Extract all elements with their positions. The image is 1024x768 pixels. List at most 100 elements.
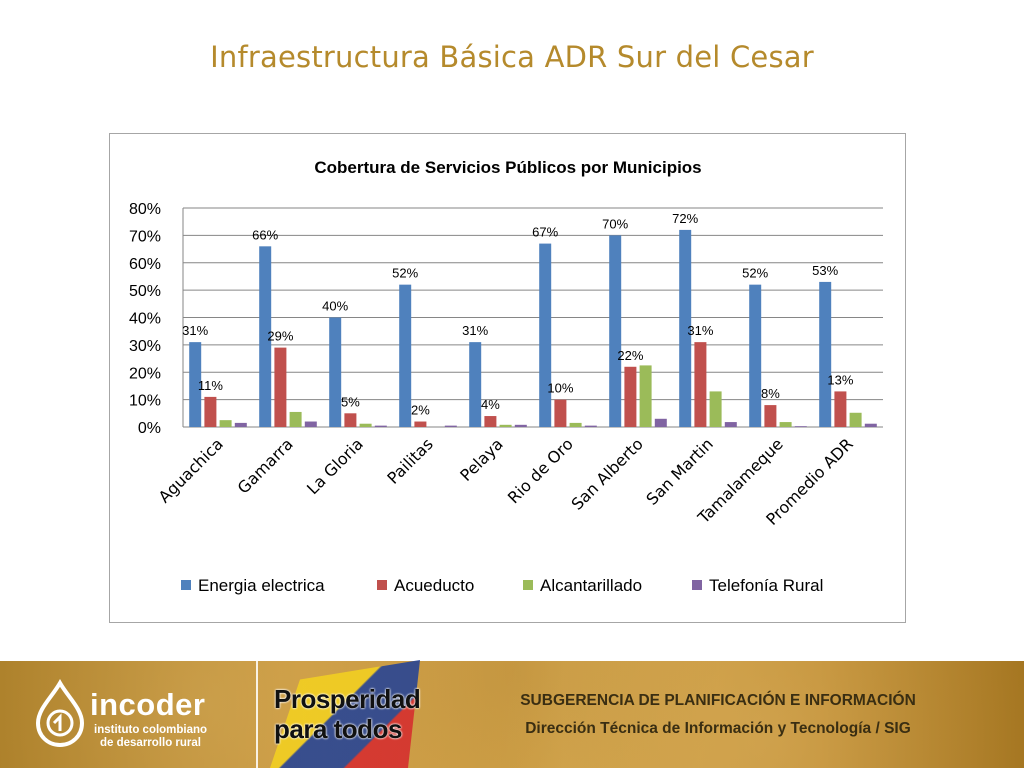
bar [694, 342, 707, 427]
bar [639, 365, 652, 427]
y-tick-label: 0% [138, 420, 161, 437]
bar [374, 425, 387, 427]
bar [864, 423, 877, 427]
y-tick-label: 50% [129, 283, 161, 300]
bar-chart: Cobertura de Servicios Públicos por Muni… [129, 158, 883, 595]
data-label: 29% [267, 329, 293, 344]
bar [779, 422, 792, 427]
category-label: Gamarra [234, 434, 297, 497]
category-label: San Alberto [567, 434, 646, 513]
data-label: 53% [812, 263, 838, 278]
data-label: 52% [742, 266, 768, 281]
data-label: 52% [392, 266, 418, 281]
bar [539, 243, 552, 427]
bar [234, 422, 247, 427]
bar [414, 421, 427, 427]
bar [204, 396, 217, 427]
data-label: 67% [532, 225, 558, 240]
bar [344, 413, 357, 427]
legend-label: Energia electrica [198, 576, 325, 595]
incoder-logo: incoder instituto colombiano de desarrol… [30, 679, 260, 759]
y-tick-label: 40% [129, 311, 161, 328]
bar [329, 317, 342, 427]
chart-title: Cobertura de Servicios Públicos por Muni… [314, 158, 701, 177]
data-label: 8% [761, 386, 780, 401]
incoder-name: incoder [90, 687, 206, 722]
slogan-line-1: Prosperidad [274, 684, 421, 714]
bar [609, 235, 622, 427]
data-label: 10% [547, 381, 573, 396]
bar [749, 284, 762, 427]
y-tick-label: 20% [129, 365, 161, 382]
slide-title: Infraestructura Básica ADR Sur del Cesar [210, 40, 814, 74]
bar [709, 391, 722, 427]
legend-label: Acueducto [394, 576, 474, 595]
data-label: 72% [672, 211, 698, 226]
data-label: 5% [341, 394, 360, 409]
bar [654, 418, 667, 427]
bar [849, 412, 862, 427]
bar [584, 425, 597, 427]
bar [259, 246, 272, 427]
bar [794, 426, 807, 427]
y-tick-label: 80% [129, 201, 161, 218]
incoder-drop-icon [35, 679, 85, 748]
data-label: 31% [462, 323, 488, 338]
legend-label: Alcantarillado [540, 576, 642, 595]
bar [444, 425, 457, 427]
category-label: Pelaya [456, 434, 507, 485]
legend-swatch [181, 580, 191, 590]
bar [514, 424, 527, 427]
y-tick-label: 70% [129, 228, 161, 245]
category-label: San Martin [642, 434, 716, 508]
data-label: 70% [602, 216, 628, 231]
data-label: 31% [182, 323, 208, 338]
footer-banner: incoder instituto colombiano de desarrol… [0, 661, 1024, 768]
data-label: 13% [827, 372, 853, 387]
bar [219, 420, 232, 427]
data-label: 22% [617, 348, 643, 363]
data-label: 4% [481, 397, 500, 412]
data-label: 2% [411, 403, 430, 418]
bar [274, 347, 287, 427]
bar [499, 424, 512, 427]
bar [189, 342, 202, 427]
footer-pattern [0, 661, 1024, 768]
data-label: 40% [322, 299, 348, 314]
data-label: 66% [252, 227, 278, 242]
legend-swatch [692, 580, 702, 590]
bar [764, 405, 777, 427]
y-tick-label: 30% [129, 338, 161, 355]
legend-swatch [377, 580, 387, 590]
bar [624, 366, 637, 427]
bar [834, 391, 847, 427]
incoder-subtitle-2: de desarrollo rural [100, 737, 201, 749]
bar [569, 422, 582, 427]
slogan-line-2: para todos [274, 714, 402, 744]
y-tick-label: 60% [129, 256, 161, 273]
direccion-text: Dirección Técnica de Información y Tecno… [525, 720, 911, 737]
bar [724, 422, 737, 427]
data-label: 11% [198, 378, 223, 393]
y-tick-label: 10% [129, 393, 161, 410]
category-label: La Gloria [303, 434, 367, 498]
bar [819, 281, 832, 427]
category-label: Rio de Oro [504, 434, 577, 507]
legend-label: Telefonía Rural [709, 576, 823, 595]
incoder-subtitle-1: instituto colombiano [94, 724, 208, 736]
bar [304, 421, 317, 427]
footer-divider [256, 661, 258, 768]
prosperidad-logo: Prosperidad para todos [270, 660, 430, 768]
bar [679, 229, 692, 427]
bar [484, 416, 497, 427]
bar [469, 342, 482, 427]
legend-swatch [523, 580, 533, 590]
category-label: Aguachica [155, 434, 227, 506]
bar [289, 411, 302, 427]
category-label: Pailitas [383, 434, 436, 487]
data-label: 31% [687, 323, 713, 338]
bar [554, 399, 567, 427]
chart-frame: Cobertura de Servicios Públicos por Muni… [109, 133, 906, 623]
bar [359, 423, 372, 427]
subgerencia-text: SUBGERENCIA DE PLANIFICACIÓN E INFORMACI… [520, 692, 916, 709]
